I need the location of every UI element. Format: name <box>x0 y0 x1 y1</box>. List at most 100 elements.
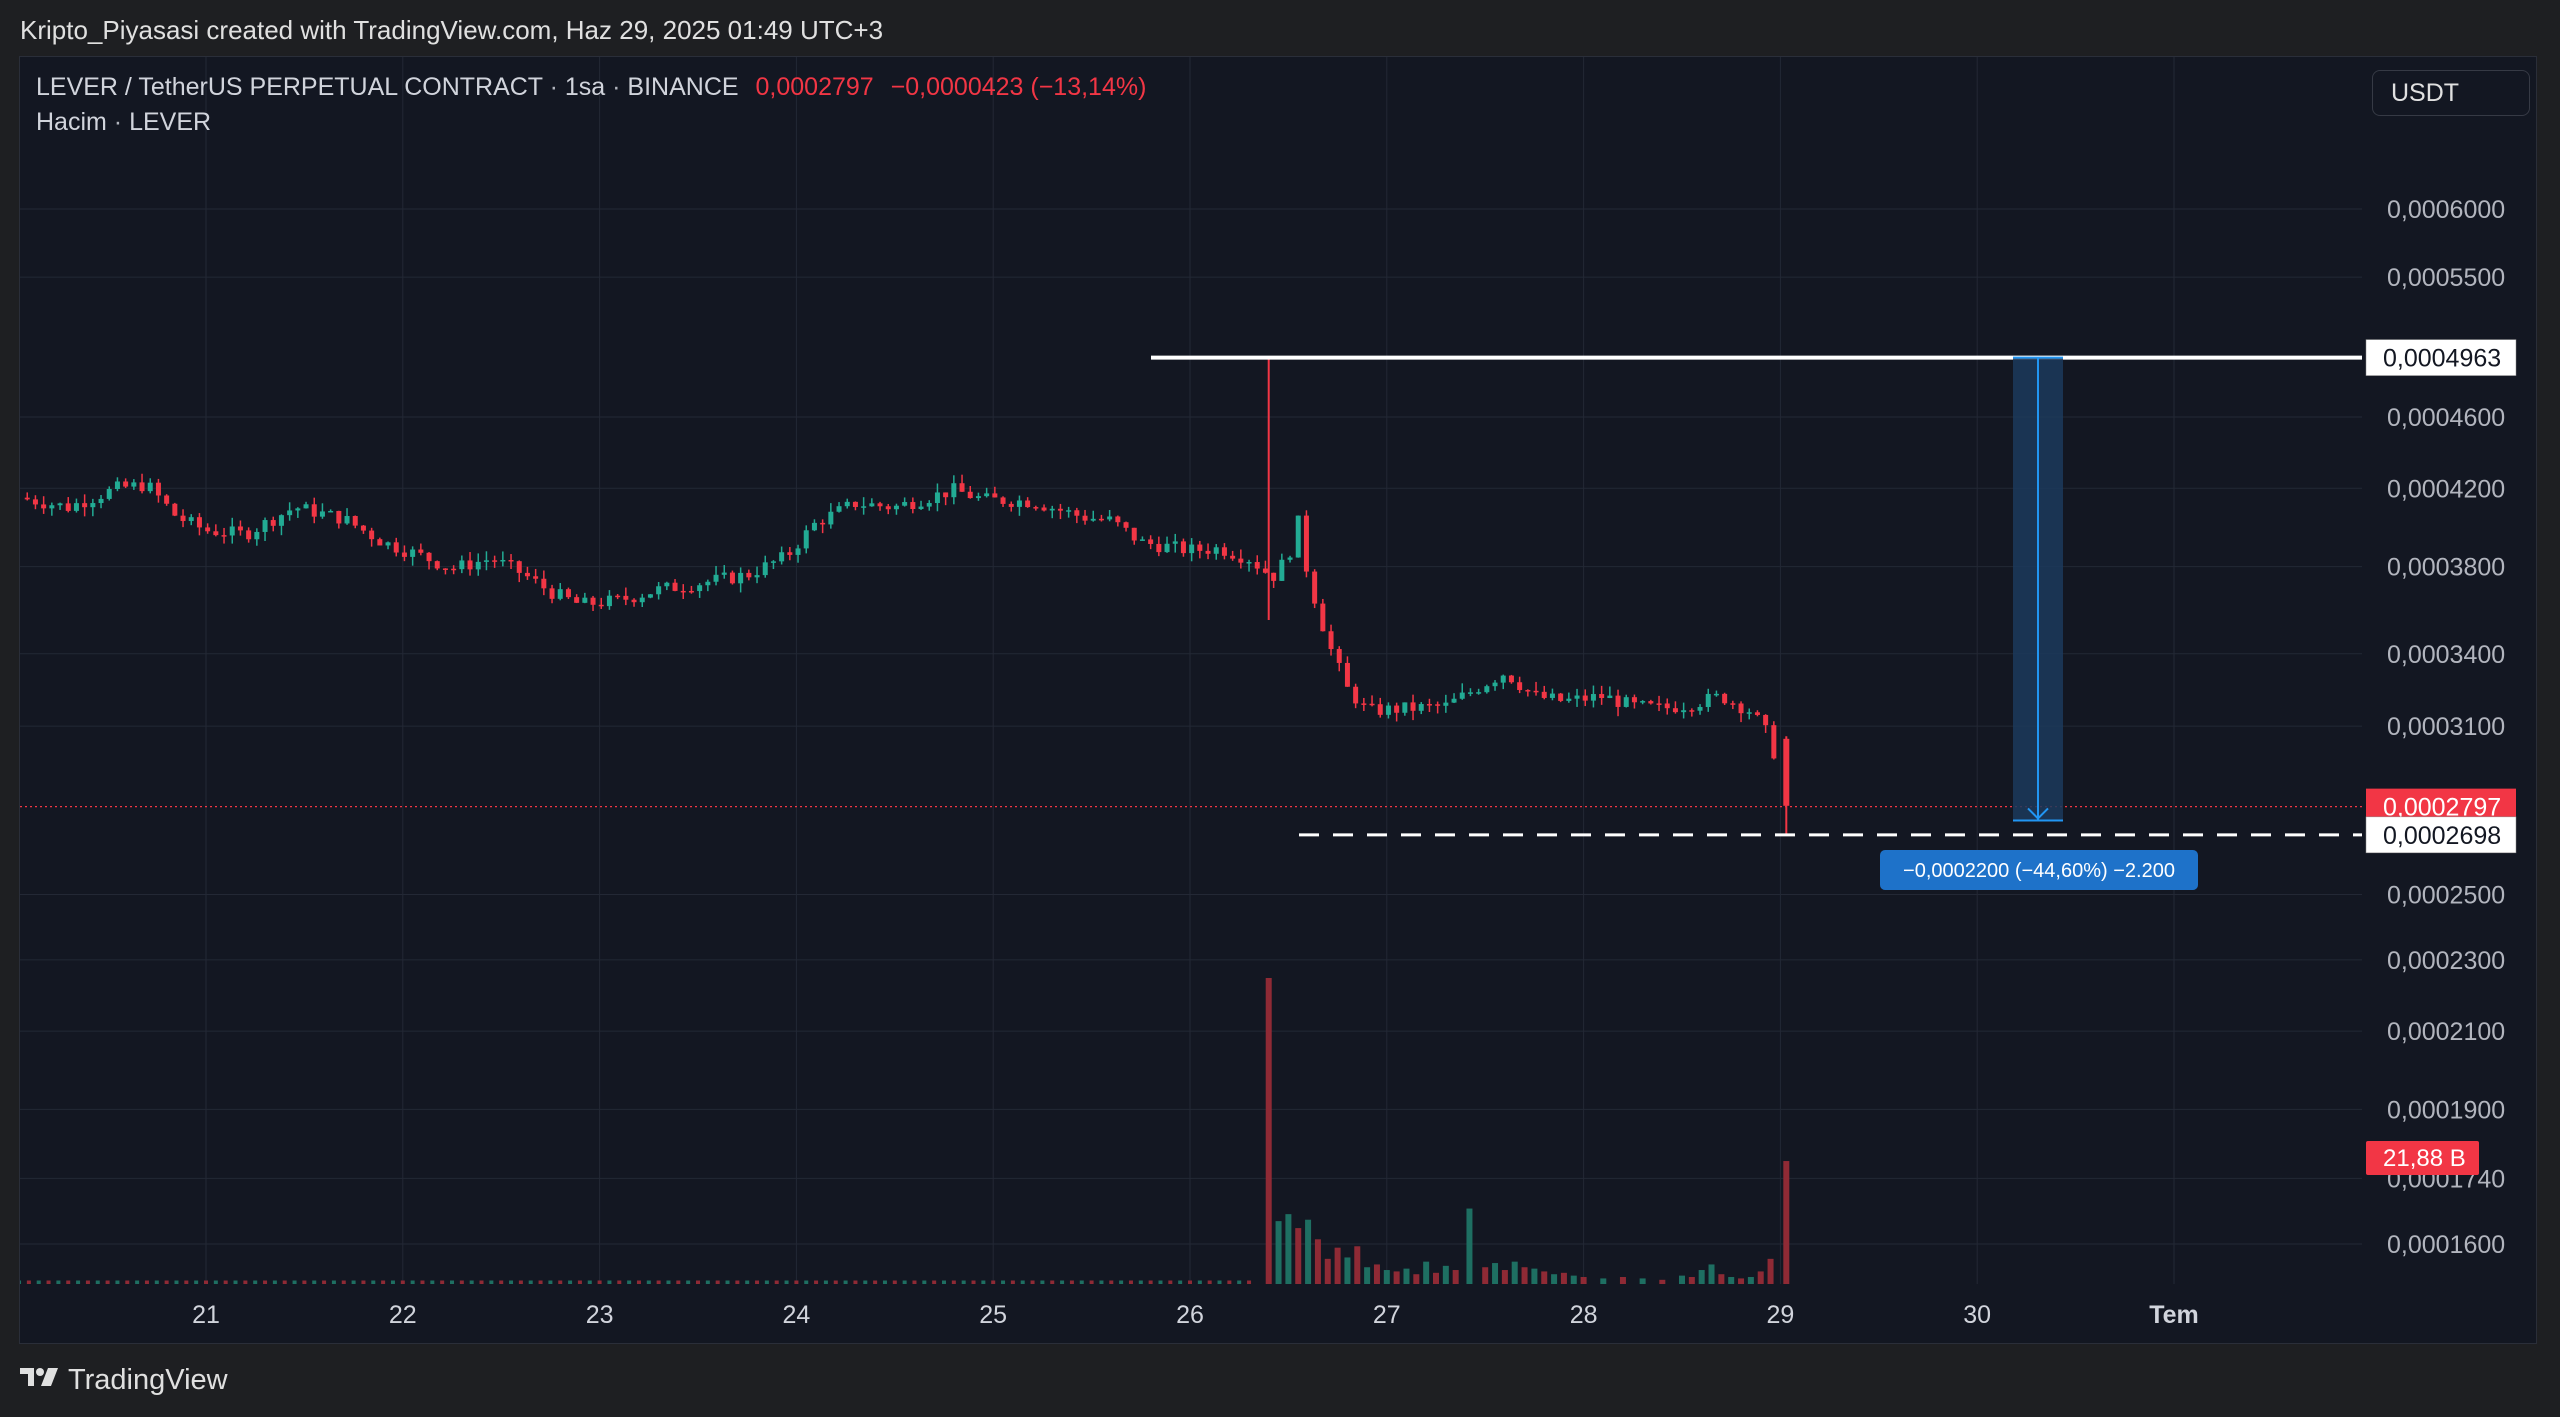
candle-body <box>377 539 383 546</box>
candle-body <box>1459 692 1465 699</box>
volume-bar <box>676 1280 681 1284</box>
volume-bar <box>882 1280 887 1284</box>
volume-bar <box>66 1280 71 1284</box>
candle-body <box>131 482 137 487</box>
volume-bar <box>292 1280 297 1284</box>
volume-bar <box>646 1280 651 1284</box>
candle-body <box>1082 515 1088 521</box>
candle-body <box>467 560 473 570</box>
candle-body <box>680 590 686 593</box>
volume-bar <box>1501 1270 1508 1284</box>
volume-bar <box>1783 1161 1790 1284</box>
candle-body <box>1213 547 1219 554</box>
legend-separator: · <box>113 108 130 136</box>
candle-body <box>1057 508 1063 511</box>
interval[interactable]: 1sa <box>564 73 606 101</box>
volume-bar <box>1237 1280 1242 1284</box>
volume-bar <box>1119 1280 1124 1284</box>
candle-body <box>1541 691 1547 698</box>
candle-body <box>1500 675 1506 683</box>
candle-body <box>492 560 498 562</box>
candle-body <box>549 588 555 599</box>
candle-body <box>1394 705 1400 713</box>
volume-bar <box>1728 1277 1735 1284</box>
candle-body <box>1377 704 1383 715</box>
candle-body <box>1549 693 1555 698</box>
price-axis-label: 0,0003400 <box>2387 641 2505 669</box>
candle-body <box>811 522 817 531</box>
candle-body <box>426 552 432 562</box>
candle-body <box>1279 559 1285 581</box>
volume-bar <box>725 1280 730 1284</box>
volume-bar <box>1466 1208 1473 1284</box>
candle-body <box>1295 515 1301 558</box>
volume-bar <box>587 1280 592 1284</box>
volume-bar <box>1314 1239 1321 1284</box>
volume-bar <box>814 1280 819 1284</box>
volume-bar <box>459 1280 464 1284</box>
volume-bar <box>1207 1280 1212 1284</box>
candle-body <box>844 501 850 507</box>
candle-body <box>836 506 842 512</box>
price-chart[interactable]: −0,0002200 (−44,60%) −2.200 0,0006000 0,00… <box>20 57 2536 1343</box>
candle-body <box>410 549 416 557</box>
brand-name: TradingView <box>68 1364 228 1396</box>
candle-body <box>1582 695 1588 701</box>
volume-bar <box>1511 1261 1518 1284</box>
volume-row[interactable]: Hacim · LEVER <box>36 105 1146 140</box>
volume-bar <box>1188 1280 1192 1284</box>
volume-bar <box>1001 1280 1006 1284</box>
candle-body <box>1320 603 1326 632</box>
candle-body <box>869 503 875 507</box>
volume-bar <box>1560 1272 1567 1284</box>
candle-body <box>1098 518 1104 521</box>
tradingview-brand[interactable]: TradingView <box>20 1358 228 1402</box>
volume-bar <box>1718 1274 1725 1284</box>
volume-bar <box>164 1280 169 1284</box>
volume-bar <box>154 1280 159 1284</box>
candle-body <box>1697 707 1703 711</box>
candle-body <box>1738 703 1744 714</box>
time-axis-label: 29 <box>1766 1301 1794 1329</box>
volume-bar <box>1423 1261 1430 1284</box>
candle-body <box>1484 686 1490 693</box>
candle-body <box>32 499 38 505</box>
volume-bar <box>263 1280 268 1284</box>
volume-bar <box>1413 1274 1420 1284</box>
volume-bar <box>804 1280 809 1284</box>
candle-body <box>1139 539 1145 541</box>
candle-body <box>303 504 309 509</box>
time-axis-label: Tem <box>2149 1301 2199 1329</box>
volume-bar <box>1168 1280 1173 1284</box>
candle-body <box>639 597 645 603</box>
volume-bar <box>410 1280 415 1284</box>
volume-bar <box>1747 1277 1754 1284</box>
candle-body <box>820 522 826 525</box>
candle-body <box>295 508 301 511</box>
candle-body <box>934 492 940 504</box>
chart-panel[interactable]: −0,0002200 (−44,60%) −2.200 0,0006000 0,00… <box>19 56 2537 1344</box>
candle-body <box>729 572 735 584</box>
volume-bar <box>1698 1270 1705 1284</box>
candle-body <box>1123 522 1129 528</box>
volume-bar <box>144 1280 149 1284</box>
symbol-name[interactable]: LEVER / TetherUS PERPETUAL CONTRACT <box>36 73 543 101</box>
candle-body <box>1369 703 1375 706</box>
candle-body <box>606 595 612 607</box>
volume-bar <box>194 1280 199 1284</box>
volume-bar <box>1403 1268 1410 1284</box>
volume-bar <box>243 1280 248 1284</box>
candle-body <box>524 572 530 577</box>
candle-body <box>1574 695 1580 699</box>
volume-bar <box>36 1280 41 1284</box>
candle-body <box>828 511 834 525</box>
candle-body <box>1771 725 1777 759</box>
symbol-row[interactable]: LEVER / TetherUS PERPETUAL CONTRACT · 1s… <box>36 70 1146 105</box>
volume-bar <box>440 1280 445 1284</box>
candle-body <box>852 501 858 507</box>
currency-button[interactable]: USDT <box>2372 70 2530 116</box>
price-axis-label: 0,0002300 <box>2387 947 2505 975</box>
candle-body <box>582 597 588 603</box>
support-price-label: 0,0002698 <box>2383 822 2501 850</box>
candle-body <box>24 497 30 500</box>
